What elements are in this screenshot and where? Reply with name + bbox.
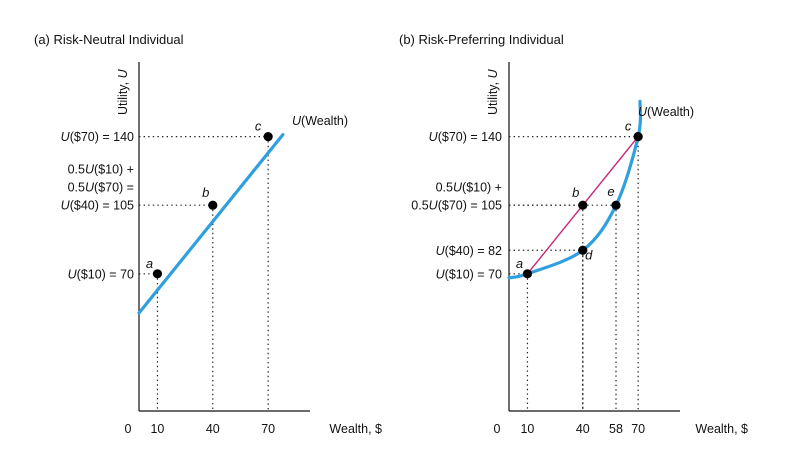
x-tick-label: 40 [576,422,590,436]
point-label: c [255,119,262,134]
y-value-label: U($40) = 105 [61,199,134,213]
y-value-label: U($10) = 70 [436,267,502,281]
x-tick-label: 10 [520,422,534,436]
panel-risk-neutral: (a) Risk-Neutral Individual Utility, U Wea… [34,32,382,436]
x-tick-label: 58 [609,422,623,436]
point-label: e [607,184,614,199]
y-value-label: 0.5U($10) + [436,181,502,195]
chart-title: (a) Risk-Neutral Individual [34,32,184,47]
curve-label: U(Wealth) [638,105,694,119]
y-value-label: U($40) = 82 [436,244,502,258]
x-tick-label: 0 [125,422,132,436]
point-c [263,132,273,142]
y-value-label: 0.5U($70) = [68,181,134,195]
point-label: b [572,185,579,200]
point-label: b [202,185,209,200]
point-b [578,200,588,210]
y-value-label: 0.5U($10) + [68,163,134,177]
chart-title: (b) Risk-Preferring Individual [399,32,564,47]
point-a [522,269,533,279]
x-tick-label: 40 [206,422,220,436]
y-value-label: U($10) = 70 [68,267,134,281]
panel-risk-preferring: (b) Risk-Preferring Individual Utility, U… [399,32,748,436]
point-label: a [516,256,523,271]
y-value-label: U($70) = 140 [61,130,134,144]
x-tick-label: 70 [631,422,645,436]
y-axis-label: Utility, U [116,68,130,115]
point-label: d [585,247,593,262]
point-b [208,200,218,210]
point-label: a [146,256,153,271]
utility-curve [137,133,285,315]
y-value-label: U($70) = 140 [429,130,502,144]
x-axis-label: Wealth, $ [695,422,748,436]
x-tick-label: 0 [494,422,501,436]
curve-label: U(Wealth) [292,114,348,128]
point-label: c [625,119,632,134]
point-c [633,132,643,142]
x-tick-label: 10 [150,422,164,436]
point-a [152,269,163,279]
x-axis-label: Wealth, $ [329,422,382,436]
point-d [578,245,588,255]
y-value-label: 0.5U($70) = 105 [411,199,502,213]
y-axis-label: Utility, U [486,68,500,115]
point-e [611,200,621,210]
x-tick-label: 70 [261,422,275,436]
